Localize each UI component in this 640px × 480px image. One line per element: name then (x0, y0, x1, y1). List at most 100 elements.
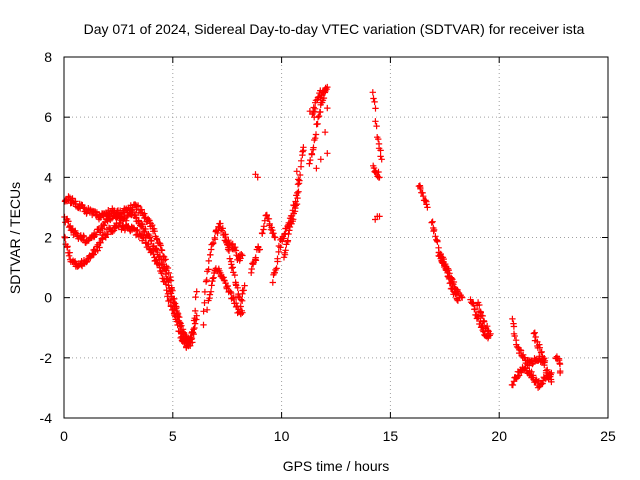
data-point (290, 216, 297, 223)
data-point (252, 254, 259, 261)
data-point (294, 194, 301, 202)
data-point (203, 276, 210, 284)
data-point (424, 204, 431, 211)
data-point (369, 89, 376, 96)
data-point (420, 193, 427, 200)
data-point (146, 217, 153, 224)
data-point (434, 238, 441, 245)
data-point (292, 202, 299, 209)
x-tick-label: 25 (600, 428, 616, 444)
data-point (99, 236, 106, 243)
data-point (317, 108, 324, 116)
data-point (306, 160, 313, 167)
data-point (311, 105, 319, 112)
y-tick-label: 2 (44, 230, 52, 246)
data-point (163, 287, 170, 294)
data-point (239, 252, 246, 259)
data-point (298, 157, 305, 164)
data-point (180, 333, 187, 340)
x-tick-label: 5 (169, 428, 177, 444)
data-point (248, 265, 255, 273)
data-point (531, 329, 538, 336)
data-point (173, 318, 180, 325)
data-point (232, 247, 240, 254)
data-point (530, 330, 538, 337)
x-tick-label: 15 (383, 428, 399, 444)
data-point (277, 244, 284, 251)
data-point (83, 258, 90, 266)
data-point (317, 156, 324, 163)
data-point (321, 86, 329, 94)
data-point (446, 270, 453, 277)
grid (64, 57, 608, 418)
data-point (165, 269, 172, 277)
data-point (423, 201, 430, 208)
data-point (151, 228, 158, 235)
data-point (370, 95, 377, 102)
data-point (296, 171, 304, 179)
data-point (203, 306, 211, 313)
data-point (71, 258, 79, 265)
data-point (260, 223, 268, 230)
data-point (239, 309, 246, 316)
data-point (144, 215, 152, 223)
data-point (169, 306, 177, 314)
data-point (210, 239, 217, 247)
data-point (92, 231, 100, 238)
data-point (285, 230, 292, 238)
data-point (548, 378, 555, 386)
data-point (171, 311, 178, 319)
data-point (80, 233, 88, 240)
data-point (422, 197, 429, 204)
data-point (139, 221, 146, 228)
y-tick-label: -2 (40, 350, 53, 366)
data-point (187, 342, 194, 349)
data-point (200, 321, 207, 329)
data-point (205, 257, 212, 265)
data-points (61, 83, 564, 391)
x-tick-label: 10 (274, 428, 290, 444)
data-point (62, 219, 69, 226)
data-point (249, 260, 256, 267)
data-point (372, 118, 379, 125)
data-point (164, 290, 172, 297)
data-point (201, 288, 209, 296)
data-point (150, 250, 157, 258)
data-point (377, 153, 384, 160)
data-point (193, 288, 200, 295)
data-point (192, 293, 199, 301)
data-point (556, 369, 564, 377)
data-point (190, 330, 197, 338)
data-point (373, 122, 380, 130)
data-point (219, 225, 226, 232)
data-point (189, 329, 197, 336)
data-point (481, 318, 488, 325)
data-point (141, 210, 148, 217)
data-point (428, 219, 435, 226)
data-point (295, 188, 302, 195)
data-point (225, 247, 233, 254)
data-point (536, 344, 543, 351)
data-point (371, 98, 378, 106)
data-point (459, 294, 466, 301)
data-point (269, 279, 276, 286)
y-axis-label: SDTVAR / TECUs (7, 182, 23, 294)
data-point (254, 174, 261, 181)
data-point (228, 264, 235, 272)
data-point (206, 291, 214, 298)
data-point (313, 165, 320, 172)
data-point (178, 322, 185, 329)
data-point (165, 297, 172, 305)
data-point (378, 156, 385, 163)
data-point (125, 204, 132, 212)
data-point (225, 237, 232, 244)
data-point (522, 364, 529, 371)
data-point (547, 373, 554, 380)
data-point (156, 252, 164, 260)
data-point (271, 234, 279, 241)
data-point (170, 298, 177, 306)
data-point (274, 255, 281, 262)
data-point (312, 135, 319, 142)
